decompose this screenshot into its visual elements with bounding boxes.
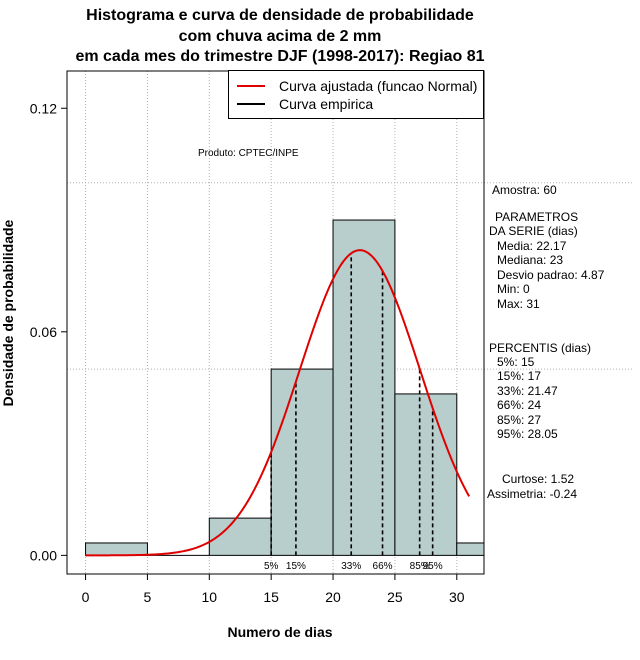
legend-fitted-label: Curva ajustada (funcao Normal) <box>279 78 478 94</box>
y-tick-label: 0.12 <box>30 100 57 116</box>
chart-title-line-1: Histograma e curva de densidade de proba… <box>86 7 474 24</box>
stat-min: Min: 0 <box>497 282 530 296</box>
params-title: PARAMETROS <box>495 210 579 224</box>
params-subtitle: DA SERIE (dias) <box>489 224 578 238</box>
percentile-label: 95% <box>423 561 443 572</box>
x-tick-label: 5 <box>144 589 152 605</box>
legend-black-line <box>237 103 265 105</box>
y-tick-label: 0.06 <box>30 324 57 340</box>
stat-p95: 95%: 28.05 <box>497 427 558 441</box>
chart-title-line-2: com chuva acima de 2 mm <box>178 28 382 45</box>
stat-median: Mediana: 23 <box>497 253 564 267</box>
legend: Curva ajustada (funcao Normal) Curva emp… <box>228 70 484 119</box>
x-tick-label: 15 <box>263 589 279 605</box>
stat-sd: Desvio padrao: 4.87 <box>497 268 605 282</box>
percentile-label: 85% <box>410 561 430 572</box>
stat-mean: Media: 22.17 <box>497 239 567 253</box>
legend-item-fitted: Curva ajustada (funcao Normal) <box>237 77 477 95</box>
x-tick-label: 30 <box>449 589 465 605</box>
stat-p66: 66%: 24 <box>497 398 542 412</box>
legend-empirical-label: Curva empirica <box>279 96 374 112</box>
stat-max: Max: 31 <box>497 297 540 311</box>
stat-kurtosis: Curtose: 1.52 <box>502 472 575 486</box>
histogram-bar <box>270 368 334 556</box>
percentile-label: 5% <box>264 561 279 572</box>
histogram-bar <box>456 542 485 556</box>
percentile-label: 66% <box>373 561 393 572</box>
stat-p85: 85%: 27 <box>497 413 542 427</box>
x-axis-label: Numero de dias <box>227 624 333 640</box>
legend-red-line <box>237 85 265 87</box>
stat-p15: 15%: 17 <box>497 369 542 383</box>
legend-item-empirical: Curva empirica <box>237 95 373 113</box>
x-tick-label: 25 <box>387 589 403 605</box>
sample-size: Amostra: 60 <box>492 183 557 197</box>
stat-p33: 33%: 21.47 <box>497 384 558 398</box>
percentile-label: 15% <box>286 561 306 572</box>
y-axis-label: Densidade de probabilidade <box>0 219 16 407</box>
fitted-normal-curve <box>85 249 471 557</box>
x-tick-label: 0 <box>82 589 90 605</box>
x-tick-label: 10 <box>202 589 218 605</box>
histogram-bar <box>85 542 148 556</box>
stat-p5: 5%: 15 <box>497 355 535 369</box>
y-tick-label: 0.00 <box>30 547 57 563</box>
percentiles-title: PERCENTIS (dias) <box>489 341 592 355</box>
percentile-label: 33% <box>341 561 361 572</box>
histogram-bar <box>394 393 458 556</box>
stat-skewness: Assimetria: -0.24 <box>487 487 578 501</box>
x-tick-label: 20 <box>325 589 341 605</box>
credit-text: Produto: CPTEC/INPE <box>198 148 299 159</box>
histogram-bar <box>332 219 396 556</box>
chart-title-line-3: em cada mes do trimestre DJF (1998-2017)… <box>75 48 485 65</box>
